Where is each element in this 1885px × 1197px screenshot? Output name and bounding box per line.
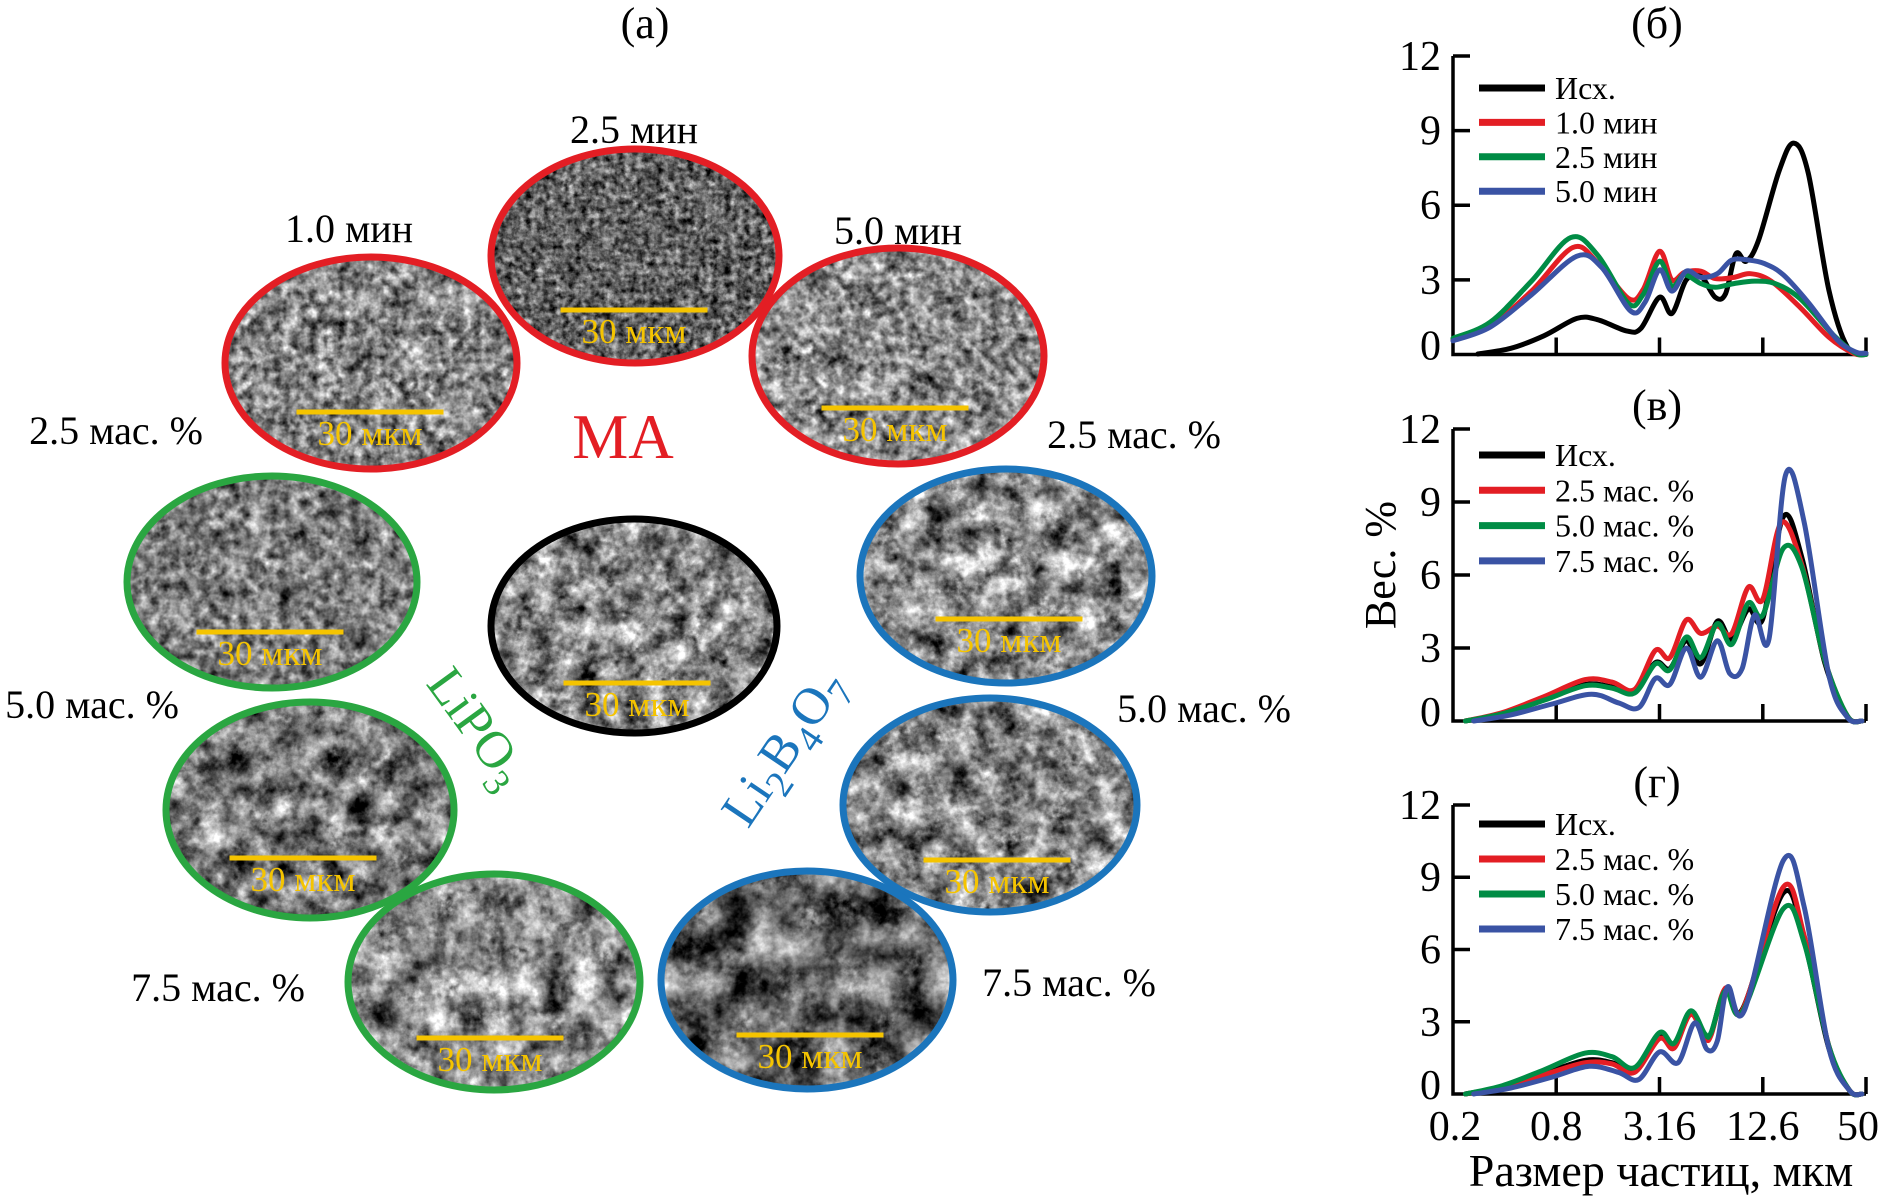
svg-text:2.5 мин: 2.5 мин: [1555, 139, 1658, 175]
svg-text:(в): (в): [1632, 381, 1682, 430]
svg-text:0: 0: [1420, 1063, 1441, 1109]
svg-text:30 мкм: 30 мкм: [217, 634, 322, 673]
svg-text:(а): (а): [621, 0, 670, 48]
svg-text:(б): (б): [1631, 0, 1683, 48]
svg-text:1.0 мин: 1.0 мин: [285, 206, 413, 251]
svg-text:7.5 мас. %: 7.5 мас. %: [1555, 911, 1694, 947]
svg-text:6: 6: [1420, 553, 1441, 599]
svg-text:0: 0: [1420, 324, 1441, 370]
svg-text:30 мкм: 30 мкм: [757, 1037, 862, 1076]
svg-text:30 мкм: 30 мкм: [250, 860, 355, 899]
svg-text:0.8: 0.8: [1530, 1104, 1583, 1150]
svg-text:5.0 мас. %: 5.0 мас. %: [1555, 508, 1694, 544]
svg-text:2.5 мас. %: 2.5 мас. %: [29, 408, 203, 453]
svg-text:5.0 мас. %: 5.0 мас. %: [1555, 876, 1694, 912]
svg-text:5.0 мин: 5.0 мин: [834, 208, 962, 253]
svg-text:30 мкм: 30 мкм: [584, 685, 689, 724]
svg-text:5.0 мин: 5.0 мин: [1555, 173, 1658, 209]
svg-text:5.0 мас. %: 5.0 мас. %: [1117, 686, 1291, 731]
svg-text:12: 12: [1399, 34, 1441, 80]
svg-text:3: 3: [1420, 1000, 1441, 1046]
svg-text:30 мкм: 30 мкм: [437, 1040, 542, 1079]
svg-text:5.0 мас. %: 5.0 мас. %: [5, 682, 179, 727]
svg-text:30 мкм: 30 мкм: [944, 862, 1049, 901]
svg-text:7.5 мас. %: 7.5 мас. %: [982, 960, 1156, 1005]
svg-text:2.5 мас. %: 2.5 мас. %: [1555, 841, 1694, 877]
svg-text:Исх.: Исх.: [1555, 806, 1616, 842]
svg-text:Размер частиц, мкм: Размер частиц, мкм: [1469, 1145, 1853, 1196]
svg-text:6: 6: [1420, 183, 1441, 229]
svg-text:9: 9: [1420, 109, 1441, 155]
svg-text:12.6: 12.6: [1726, 1104, 1800, 1150]
svg-text:2.5 мин: 2.5 мин: [570, 107, 698, 152]
svg-text:0: 0: [1420, 690, 1441, 736]
svg-text:7.5 мас. %: 7.5 мас. %: [131, 965, 305, 1010]
svg-text:9: 9: [1420, 855, 1441, 901]
svg-text:30 мкм: 30 мкм: [581, 312, 686, 351]
svg-text:7.5 мас. %: 7.5 мас. %: [1555, 543, 1694, 579]
svg-text:30 мкм: 30 мкм: [956, 621, 1061, 660]
svg-text:3: 3: [1420, 258, 1441, 304]
svg-text:Исх.: Исх.: [1555, 70, 1616, 106]
svg-text:9: 9: [1420, 480, 1441, 526]
svg-text:2.5 мас. %: 2.5 мас. %: [1555, 472, 1694, 508]
svg-text:12: 12: [1399, 783, 1441, 829]
svg-text:2.5 мас. %: 2.5 мас. %: [1047, 412, 1221, 457]
svg-text:50: 50: [1837, 1104, 1879, 1150]
svg-text:30 мкм: 30 мкм: [317, 414, 422, 453]
svg-text:Исх.: Исх.: [1555, 437, 1616, 473]
svg-text:МА: МА: [572, 402, 674, 472]
svg-text:0.2: 0.2: [1429, 1104, 1482, 1150]
svg-text:12: 12: [1399, 407, 1441, 453]
svg-text:3.16: 3.16: [1623, 1104, 1697, 1150]
svg-text:30 мкм: 30 мкм: [842, 410, 947, 449]
svg-text:3: 3: [1420, 626, 1441, 672]
svg-text:Вес. %: Вес. %: [1356, 501, 1405, 629]
svg-text:1.0 мин: 1.0 мин: [1555, 104, 1658, 140]
svg-text:(г): (г): [1633, 758, 1680, 807]
svg-text:6: 6: [1420, 928, 1441, 974]
